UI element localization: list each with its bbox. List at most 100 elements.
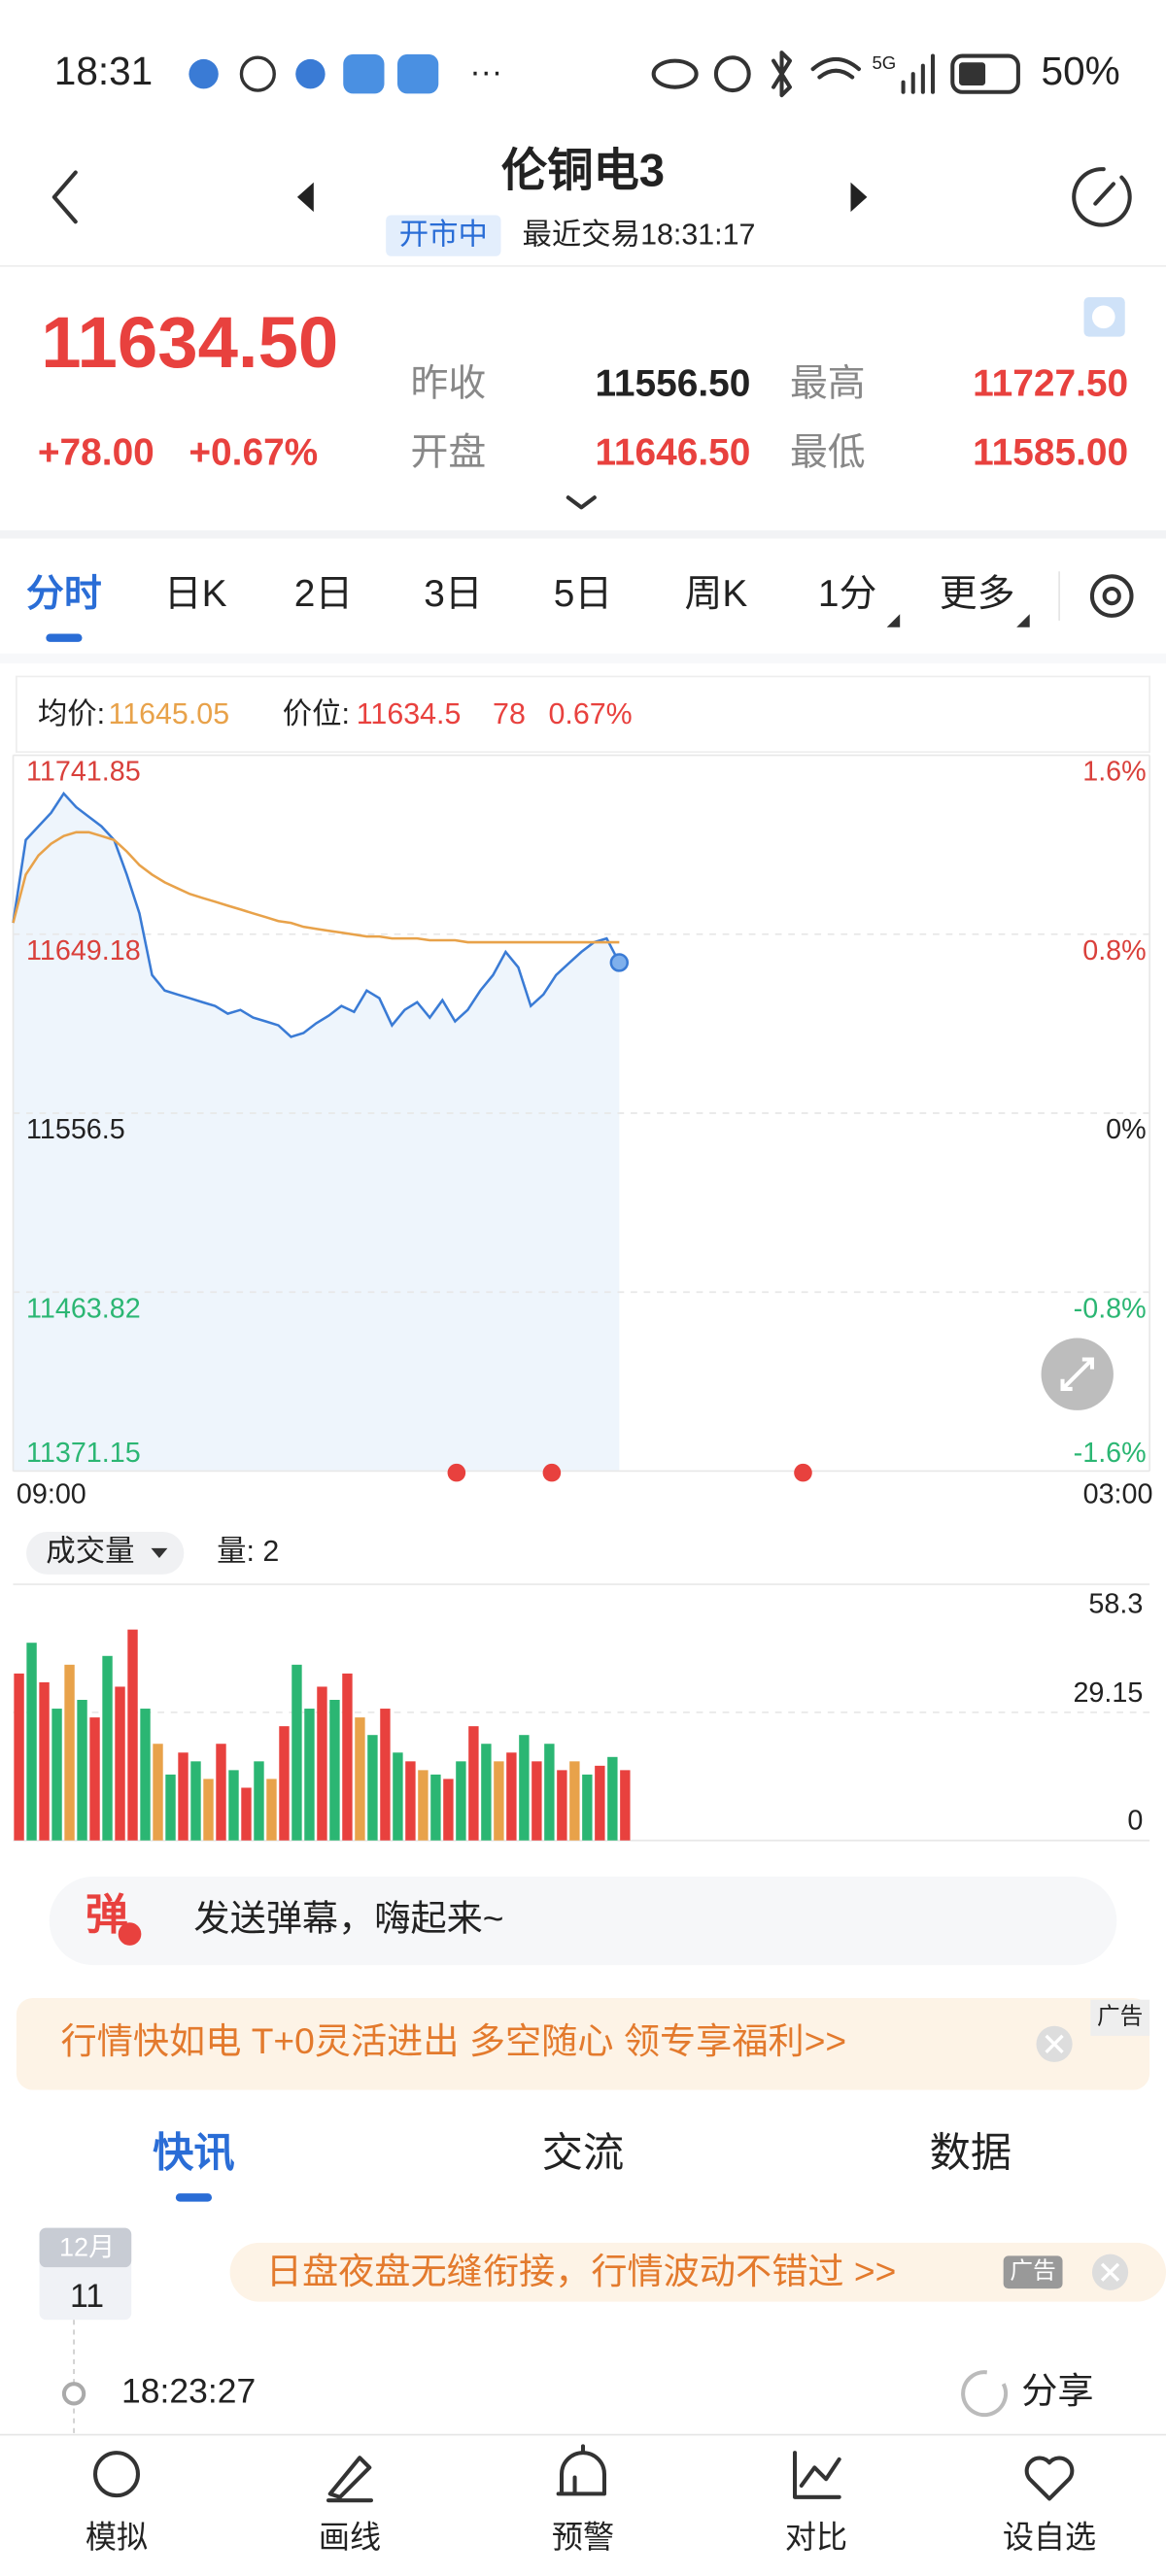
period-tab[interactable]: 周K	[685, 573, 748, 615]
volume-bar	[292, 1664, 302, 1841]
date-day: 11	[70, 2278, 104, 2315]
nav-item[interactable]: 设自选	[1003, 2520, 1096, 2555]
status-icon	[295, 58, 326, 89]
nav-item[interactable]: 画线	[319, 2520, 381, 2555]
volume-bar	[203, 1779, 214, 1841]
event-marker[interactable]	[542, 1463, 562, 1482]
status-badge	[386, 215, 501, 256]
volume-chart: 0 29.15 58.3	[13, 1583, 1150, 1842]
battery-icon	[950, 53, 1020, 94]
nav-item[interactable]: 对比	[785, 2520, 847, 2555]
price-change: +78.00	[38, 432, 154, 474]
price-label: 价位:	[283, 697, 350, 730]
volume-value: 量: 2	[217, 1535, 279, 1568]
news-tab[interactable]: 交流	[542, 2129, 624, 2175]
news-ad-tag-box	[1003, 2255, 1063, 2289]
avg-label: 均价:	[38, 697, 105, 730]
danmaku-icon-badge	[118, 1922, 142, 1946]
volume-bar	[329, 1700, 340, 1841]
last-trade: 最近交易18:31:17	[522, 218, 755, 251]
volume-bar	[228, 1770, 239, 1841]
share-icon	[961, 2370, 1009, 2418]
status-icon	[189, 58, 219, 89]
period-tab[interactable]: 3日	[424, 573, 482, 615]
next-button[interactable]	[850, 182, 868, 213]
volume-bar	[216, 1744, 226, 1841]
volume-bar	[304, 1709, 315, 1841]
field-label: 昨收	[411, 363, 487, 405]
volume-selector-label: 成交量	[46, 1535, 134, 1568]
network-type: 5G	[872, 52, 896, 73]
volume-bar	[620, 1770, 631, 1841]
back-button[interactable]	[51, 170, 78, 224]
chart-icon-pie	[1091, 305, 1115, 329]
volume-bar	[102, 1655, 113, 1841]
volume-bar	[127, 1629, 138, 1841]
bottom-nav	[0, 2434, 1166, 2576]
volume-bar	[140, 1709, 151, 1841]
danmaku-input[interactable]	[49, 1876, 1117, 1966]
nav-icon-simulate	[93, 2451, 140, 2498]
period-tabs: 分时 日K 2日 3日 5日 周K 1分 更多	[26, 571, 1134, 642]
period-tab[interactable]: 5日	[554, 573, 612, 615]
event-marker[interactable]	[447, 1463, 466, 1482]
period-tab[interactable]: 日K	[164, 573, 227, 615]
period-tab[interactable]: 分时	[26, 573, 102, 615]
news-ad[interactable]	[229, 2242, 1166, 2302]
volume-bar	[266, 1779, 277, 1841]
volume-bar	[178, 1752, 189, 1841]
volume-bar	[241, 1787, 252, 1841]
news-tab[interactable]: 数据	[930, 2129, 1012, 2175]
period-tab[interactable]: 2日	[294, 573, 353, 615]
volume-bar	[317, 1686, 327, 1841]
news-ad-text: 日盘夜盘无缝衔接，行情波动不错过 >>	[266, 2251, 896, 2291]
prev-button[interactable]	[296, 182, 314, 213]
volume-bar	[405, 1761, 416, 1841]
avg-price: 11645.05	[109, 697, 230, 730]
refresh-button-hand	[1093, 182, 1115, 206]
expand-chevron[interactable]	[566, 495, 597, 510]
nav-item[interactable]: 模拟	[86, 2520, 148, 2555]
period-tab[interactable]: 更多	[940, 573, 1015, 615]
cursor-change: 78	[493, 697, 526, 730]
period-tab[interactable]: 1分	[818, 573, 876, 615]
x-tick-label: 09:00	[17, 1478, 86, 1509]
field-value: 11646.50	[595, 432, 750, 474]
news-tab[interactable]: 快讯	[153, 2129, 235, 2175]
volume-bar	[380, 1709, 391, 1841]
nav-item[interactable]: 预警	[552, 2520, 614, 2555]
share-button[interactable]: 分享	[1021, 2370, 1093, 2411]
volume-bar	[115, 1686, 125, 1841]
volume-bar	[532, 1761, 542, 1841]
y-tick-label: 11556.5	[26, 1114, 125, 1145]
volume-bar	[607, 1756, 618, 1841]
volume-bar	[367, 1735, 378, 1841]
signal-icon	[901, 53, 936, 94]
ad-text: 行情快如电 T+0灵活进出 多空随心 领专享福利>>	[61, 2020, 847, 2061]
market-status: 开市中	[399, 218, 488, 251]
volume-bar	[190, 1761, 201, 1841]
volume-bar	[569, 1761, 580, 1841]
event-marker[interactable]	[794, 1463, 812, 1482]
field-value: 11556.50	[595, 363, 750, 405]
field-value: 11585.00	[973, 432, 1128, 474]
volume-bar	[506, 1752, 517, 1841]
y2-tick-label: 1.6%	[1082, 757, 1146, 788]
volume-selector[interactable]	[26, 1531, 185, 1575]
news-time: 18:23:27	[121, 2372, 256, 2411]
volume-bar	[481, 1744, 492, 1841]
volume-bar	[14, 1673, 24, 1841]
status-more: ···	[469, 53, 502, 90]
ad-banner[interactable]	[16, 1997, 1150, 2090]
refresh-button[interactable]	[1072, 167, 1132, 227]
volume-bar	[64, 1664, 75, 1841]
info-row	[16, 675, 1150, 754]
volume-bar	[582, 1774, 593, 1841]
volume-bar	[519, 1735, 530, 1841]
danmaku-placeholder: 发送弹幕，嗨起来~	[193, 1897, 503, 1938]
last-point	[609, 953, 630, 972]
settings-button[interactable]	[1089, 574, 1134, 618]
alarm-icon	[713, 55, 751, 93]
volume-bar	[355, 1717, 365, 1841]
y-tick-label: 11649.18	[26, 935, 141, 966]
